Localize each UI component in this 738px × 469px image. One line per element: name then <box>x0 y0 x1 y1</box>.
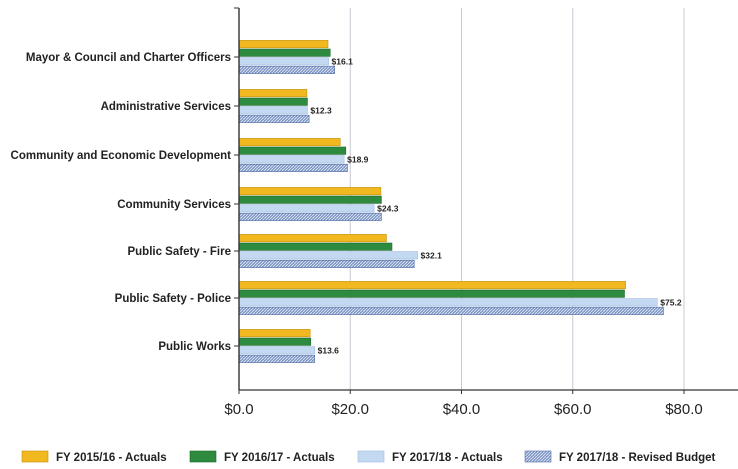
x-tick-label: $0.0 <box>224 401 253 418</box>
legend-label: FY 2015/16 - Actuals <box>56 452 167 464</box>
x-tick-labels: $0.0 $20.0 $40.0 $60.0 $80.0 <box>224 401 702 418</box>
category-labels: Mayor & Council and Charter Officers Admi… <box>11 52 232 353</box>
bar <box>238 40 329 49</box>
data-label: $18.9 <box>347 154 369 164</box>
bar <box>238 242 393 251</box>
category-label: Community and Economic Development <box>11 150 232 162</box>
category-label: Mayor & Council and Charter Officers <box>26 52 231 64</box>
bar <box>238 146 347 155</box>
data-label: $13.6 <box>318 345 340 355</box>
bar <box>238 289 625 298</box>
bar <box>238 106 308 115</box>
bar <box>238 138 341 147</box>
x-tick-label: $80.0 <box>665 401 703 418</box>
data-label: $16.1 <box>332 56 354 66</box>
legend-swatch <box>357 450 385 463</box>
bar <box>238 48 331 57</box>
legend-swatch <box>21 450 49 463</box>
bar <box>238 163 348 172</box>
x-tick-label: $20.0 <box>331 401 369 418</box>
bar <box>238 204 375 213</box>
bar <box>238 57 329 66</box>
category-label: Community Services <box>117 199 231 211</box>
category-label: Public Safety - Fire <box>127 246 231 258</box>
bar <box>238 97 308 106</box>
legend-label: FY 2017/18 - Revised Budget <box>559 452 716 464</box>
bar <box>238 354 315 363</box>
bar <box>238 251 418 260</box>
category-label: Administrative Services <box>101 101 231 113</box>
data-label: $12.3 <box>310 105 332 115</box>
bar <box>238 212 382 221</box>
bars <box>238 40 664 363</box>
bar <box>238 195 382 204</box>
legend-swatch <box>189 450 217 463</box>
bar <box>238 259 415 268</box>
x-tick-label: $60.0 <box>554 401 592 418</box>
bar <box>238 155 345 164</box>
x-tick-label: $40.0 <box>443 401 481 418</box>
bar <box>238 346 315 355</box>
legend-label: FY 2016/17 - Actuals <box>224 452 335 464</box>
bar <box>238 281 626 290</box>
bar <box>238 329 311 338</box>
bar <box>238 187 382 196</box>
bar <box>238 114 310 123</box>
axes <box>234 7 738 394</box>
data-label: $32.1 <box>421 250 443 260</box>
gridlines <box>349 8 685 390</box>
legend-label: FY 2017/18 - Actuals <box>392 452 503 464</box>
data-label: $75.2 <box>660 297 682 307</box>
legend-swatch <box>524 450 552 463</box>
bar <box>238 89 308 98</box>
bar <box>238 298 658 307</box>
bar <box>238 337 312 346</box>
bar <box>238 306 664 315</box>
category-label: Public Safety - Police <box>115 293 231 305</box>
legend: FY 2015/16 - Actuals FY 2016/17 - Actuals… <box>21 450 716 464</box>
data-labels: $16.1 $12.3 $18.9 $24.3 $32.1 $75.2 $13.6 <box>310 56 681 355</box>
bar <box>238 65 335 74</box>
data-label: $24.3 <box>377 203 399 213</box>
category-label: Public Works <box>158 341 231 353</box>
bar <box>238 234 387 243</box>
